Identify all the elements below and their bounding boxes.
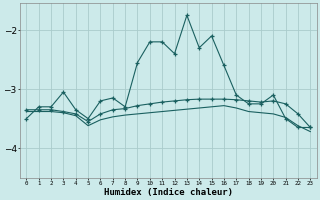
X-axis label: Humidex (Indice chaleur): Humidex (Indice chaleur) (104, 188, 233, 197)
